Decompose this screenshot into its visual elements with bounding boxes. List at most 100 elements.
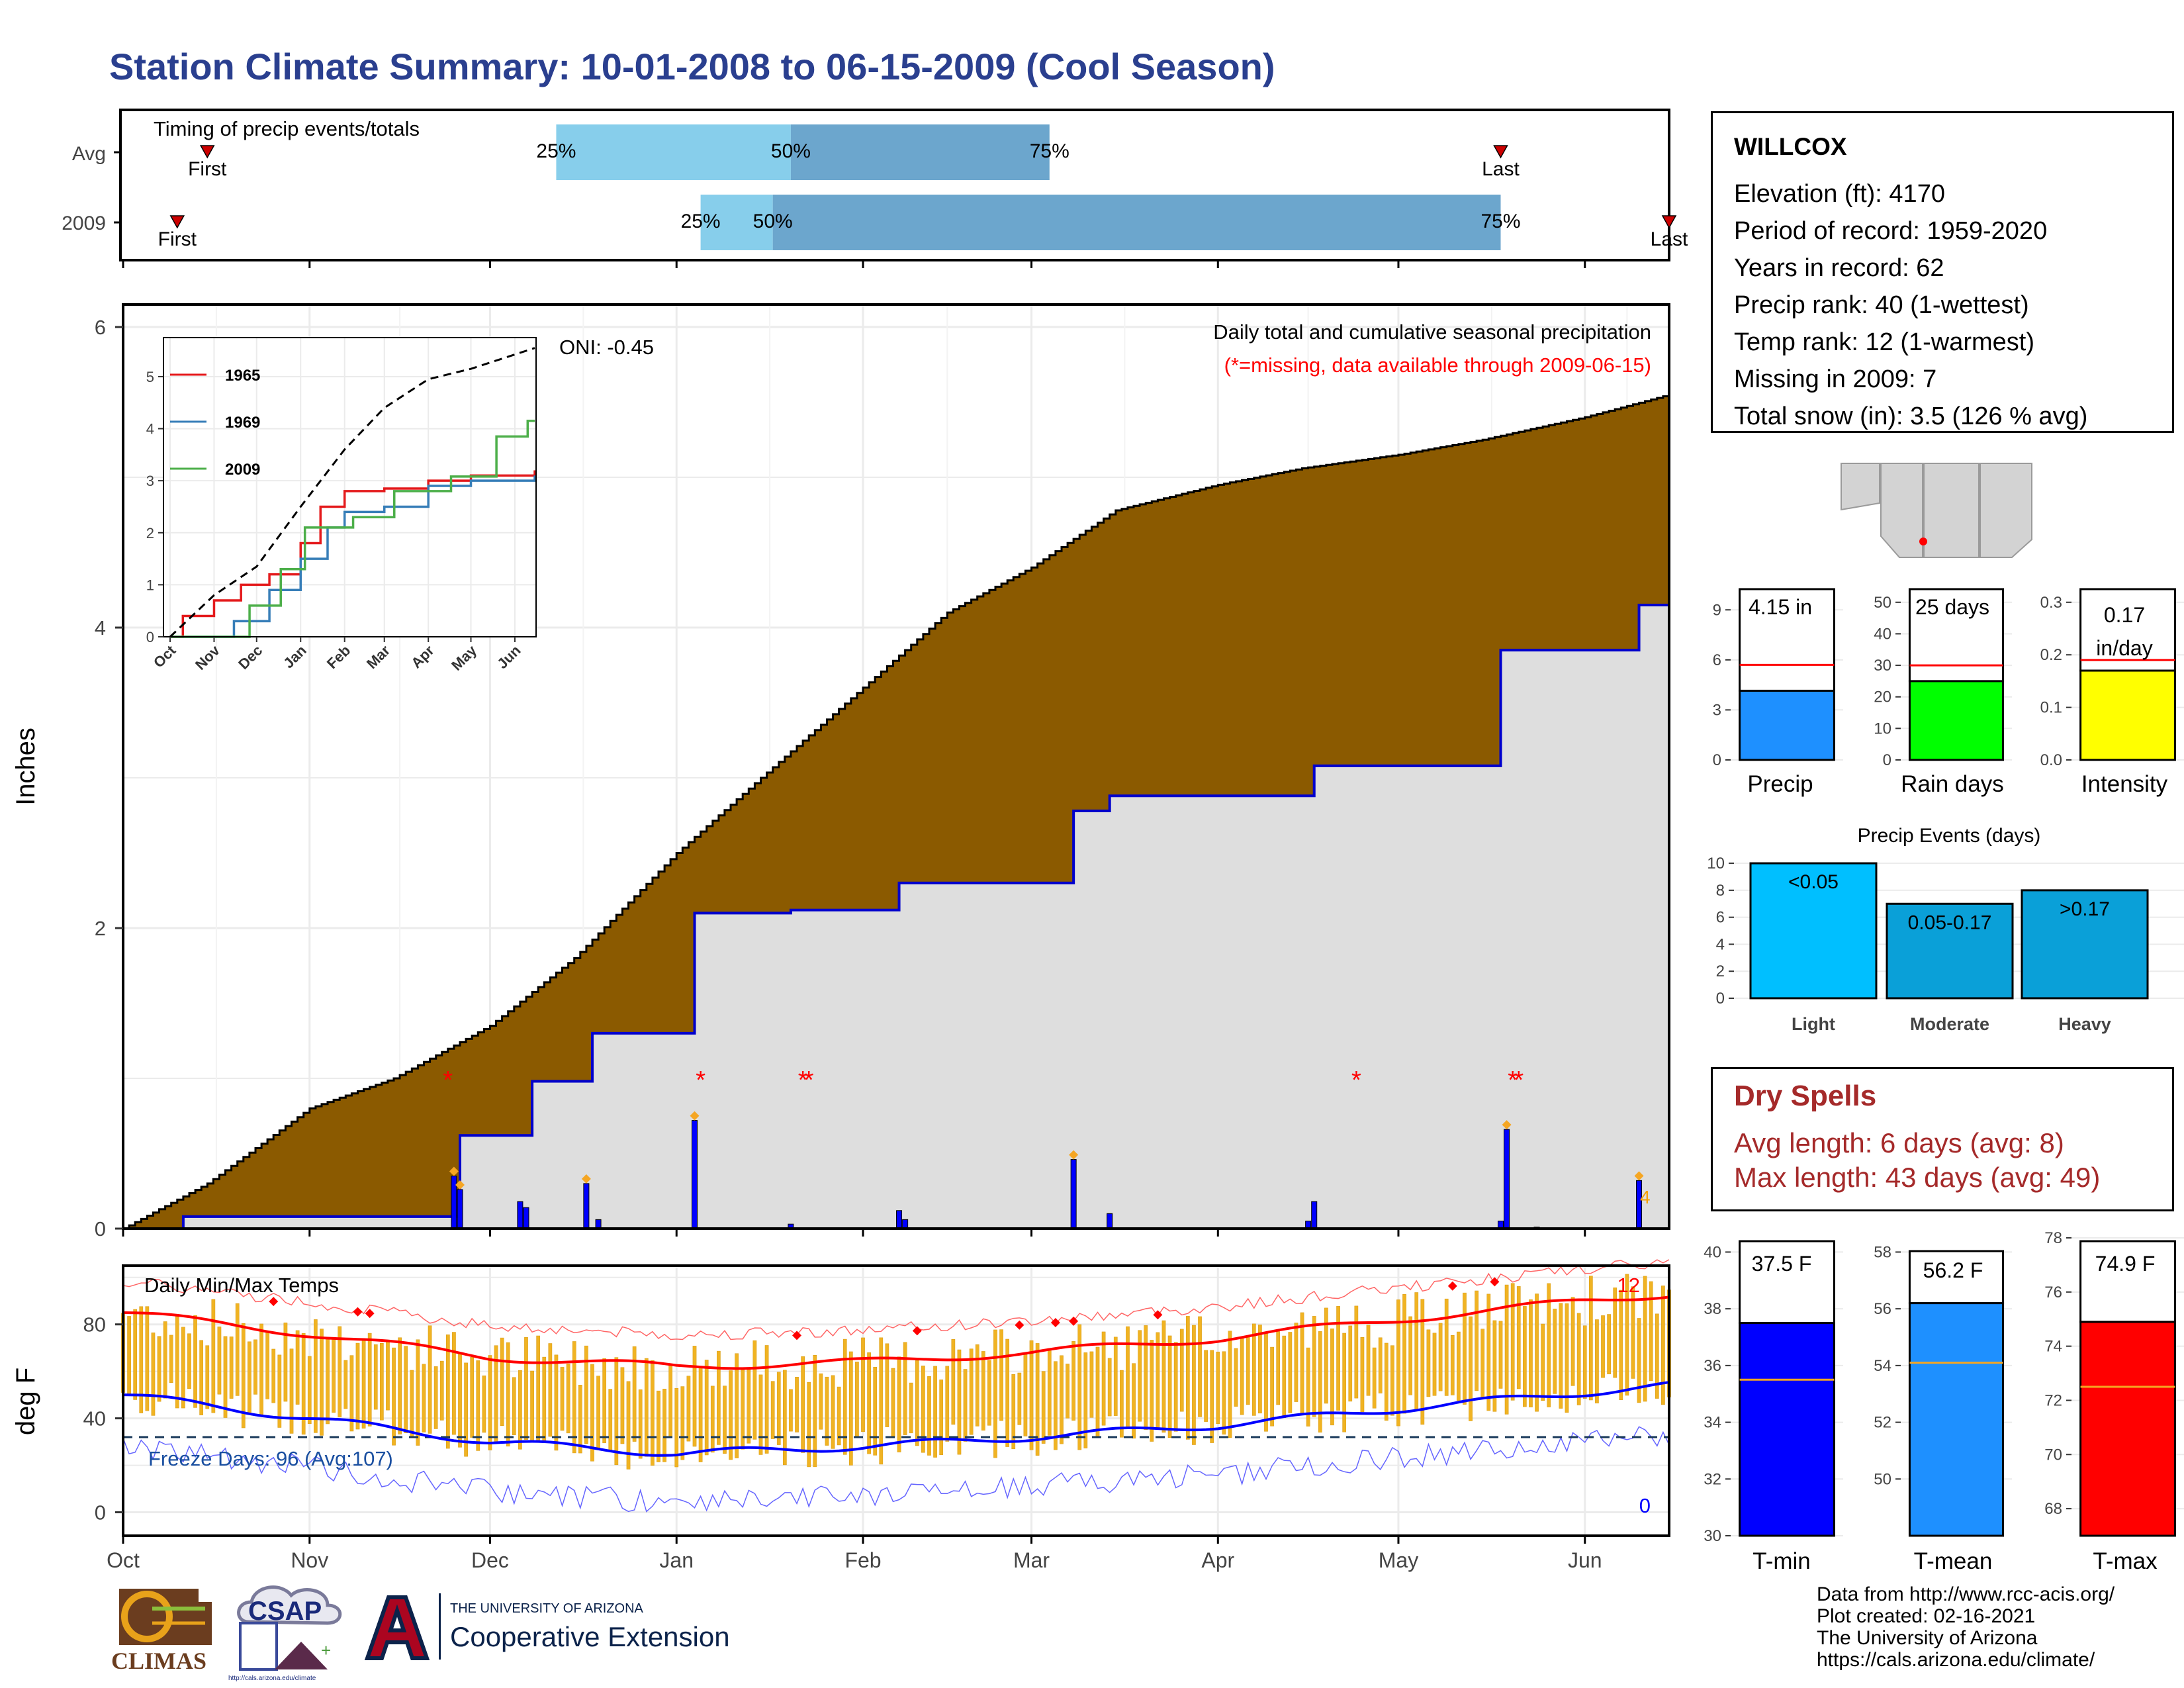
daily-temp-bar — [903, 1342, 907, 1435]
inset-legend-2009: 2009 — [225, 461, 260, 479]
daily-temp-bar — [1240, 1336, 1244, 1415]
daily-temp-bar — [277, 1354, 282, 1428]
daily-temp-bar — [590, 1364, 594, 1462]
daily-temp-bar — [1348, 1325, 1353, 1402]
month-axis: Oct Nov Dec Jan Feb Mar Apr May Jun — [107, 1536, 1602, 1572]
daily-temp-bar — [1655, 1313, 1659, 1399]
raindays-bar-label: Rain days — [1901, 771, 2004, 797]
precip-missing-note: (*=missing, data available through 2009-… — [1224, 353, 1651, 377]
daily-temp-bar — [217, 1326, 222, 1395]
daily-temp-bar — [1625, 1274, 1629, 1396]
events-y-tick-label: 10 — [1707, 855, 1725, 872]
month-axis-label: Nov — [291, 1548, 328, 1572]
daily-temp-bar — [500, 1337, 504, 1427]
daily-temp-bar — [1066, 1364, 1069, 1419]
timing-p25-2009: 25% — [681, 211, 721, 232]
record-high-marker — [1069, 1316, 1079, 1326]
daily-temp-bar — [602, 1358, 607, 1444]
dry-spells-title: Dry Spells — [1734, 1080, 1877, 1112]
daily-temp-bar — [181, 1327, 185, 1409]
tmax-y-tick-label: 76 — [2044, 1284, 2062, 1301]
daily-temp-bar — [1384, 1342, 1388, 1421]
precip-y-tick-label: 6 — [1713, 651, 1721, 669]
map-state-ca — [1841, 463, 1880, 511]
daily-temp-bar — [1041, 1371, 1046, 1444]
daily-temp-bar — [1582, 1325, 1587, 1399]
daily-temp-bar — [1480, 1329, 1485, 1398]
tmax-y-tick-label: 70 — [2044, 1446, 2062, 1464]
daily-temp-bar — [398, 1337, 402, 1434]
tmin-y-tick-label: 38 — [1704, 1300, 1721, 1318]
inset-y-tick-label: 4 — [146, 421, 154, 438]
dry-spells-avg: Avg length: 6 days (avg: 8) — [1734, 1127, 2064, 1158]
daily-temp-bar — [1354, 1305, 1359, 1399]
temp-daily-bars — [121, 1274, 1671, 1470]
daily-temp-bar — [632, 1346, 637, 1442]
timing-row-avg: Avg — [72, 143, 106, 165]
tmax-y-tick-label: 78 — [2044, 1229, 2062, 1247]
tmin-y-tick-label: 34 — [1704, 1414, 1721, 1432]
daily-precip-bar — [517, 1201, 523, 1229]
station-period: Period of record: 1959-2020 — [1734, 217, 2048, 245]
daily-precip-bar — [595, 1219, 602, 1229]
map-state-az — [1880, 463, 1923, 558]
daily-temp-bar — [410, 1370, 414, 1437]
credit-source: Data from http://www.rcc-acis.org/ — [1817, 1583, 2115, 1605]
page-title: Station Climate Summary: 10-01-2008 to 0… — [109, 46, 1275, 87]
precip-y-tick-label: 4 — [95, 616, 106, 639]
tmax-bar-value: 74.9 F — [2095, 1252, 2156, 1276]
missing-marker: * — [1508, 1066, 1518, 1094]
tmax-y-tick-label: 74 — [2044, 1338, 2062, 1356]
month-axis-label: May — [1379, 1548, 1418, 1572]
daily-temp-bar — [1457, 1331, 1461, 1401]
record-high-marker — [792, 1331, 802, 1340]
tmean-y-tick-label: 56 — [1874, 1300, 1891, 1318]
temp-y-axis: 0 40 80 — [83, 1313, 123, 1524]
snow-marker — [1069, 1150, 1079, 1160]
record-high-line — [122, 1259, 1670, 1340]
max-record-count: 12 — [1617, 1274, 1640, 1297]
raindays-y-tick-label: 40 — [1874, 625, 1891, 643]
daily-temp-bar — [1613, 1288, 1617, 1378]
daily-temp-bar — [1504, 1284, 1509, 1415]
precip-panel-title: Daily total and cumulative seasonal prec… — [1213, 320, 1651, 344]
daily-temp-bar — [530, 1370, 534, 1442]
daily-temp-bar — [1083, 1352, 1088, 1448]
daily-temp-bar — [1450, 1335, 1455, 1395]
daily-temp-bar — [392, 1347, 396, 1446]
daily-temp-bar — [1011, 1374, 1016, 1450]
month-axis-label: Jan — [659, 1548, 694, 1572]
daily-temp-bar — [1071, 1340, 1075, 1421]
precip-bar-label: Precip — [1747, 771, 1813, 797]
daily-temp-bar — [1498, 1321, 1503, 1389]
daily-temp-bar — [651, 1360, 655, 1466]
month-axis-label: Mar — [1013, 1548, 1050, 1572]
record-high-marker — [1015, 1320, 1024, 1330]
raindays-y-tick-label: 0 — [1883, 751, 1891, 769]
precip-y-tick-label: 0 — [95, 1217, 106, 1241]
daily-temp-bar — [187, 1333, 191, 1389]
daily-temp-bar — [596, 1376, 600, 1448]
daily-precip-bar — [1070, 1159, 1077, 1229]
daily-temp-bar — [747, 1368, 751, 1444]
daily-temp-bar — [945, 1366, 950, 1442]
tmin-y-tick-label: 40 — [1704, 1243, 1721, 1261]
obs-cumulative-area — [123, 604, 1669, 1229]
temp-y-tick-label: 80 — [83, 1313, 106, 1336]
events-bar-moderate — [1886, 902, 2014, 1000]
daily-temp-bar — [987, 1360, 991, 1426]
daily-temp-bar — [842, 1338, 847, 1455]
daily-temp-bar — [1005, 1338, 1010, 1447]
daily-temp-bar — [271, 1348, 276, 1403]
raindays-y-tick-label: 50 — [1874, 594, 1891, 612]
temp-panel-title: Daily Min/Max Temps — [144, 1274, 339, 1297]
timing-p50-2009: 50% — [753, 211, 793, 232]
daily-temp-bar — [1324, 1307, 1328, 1404]
daily-temp-bar — [1649, 1281, 1653, 1382]
daily-temp-bar — [566, 1363, 570, 1434]
daily-temp-bar — [776, 1372, 781, 1445]
inset-legend-1965: 1965 — [225, 367, 260, 385]
tmean-y-tick-label: 50 — [1874, 1470, 1891, 1488]
daily-temp-bar — [1414, 1292, 1419, 1411]
